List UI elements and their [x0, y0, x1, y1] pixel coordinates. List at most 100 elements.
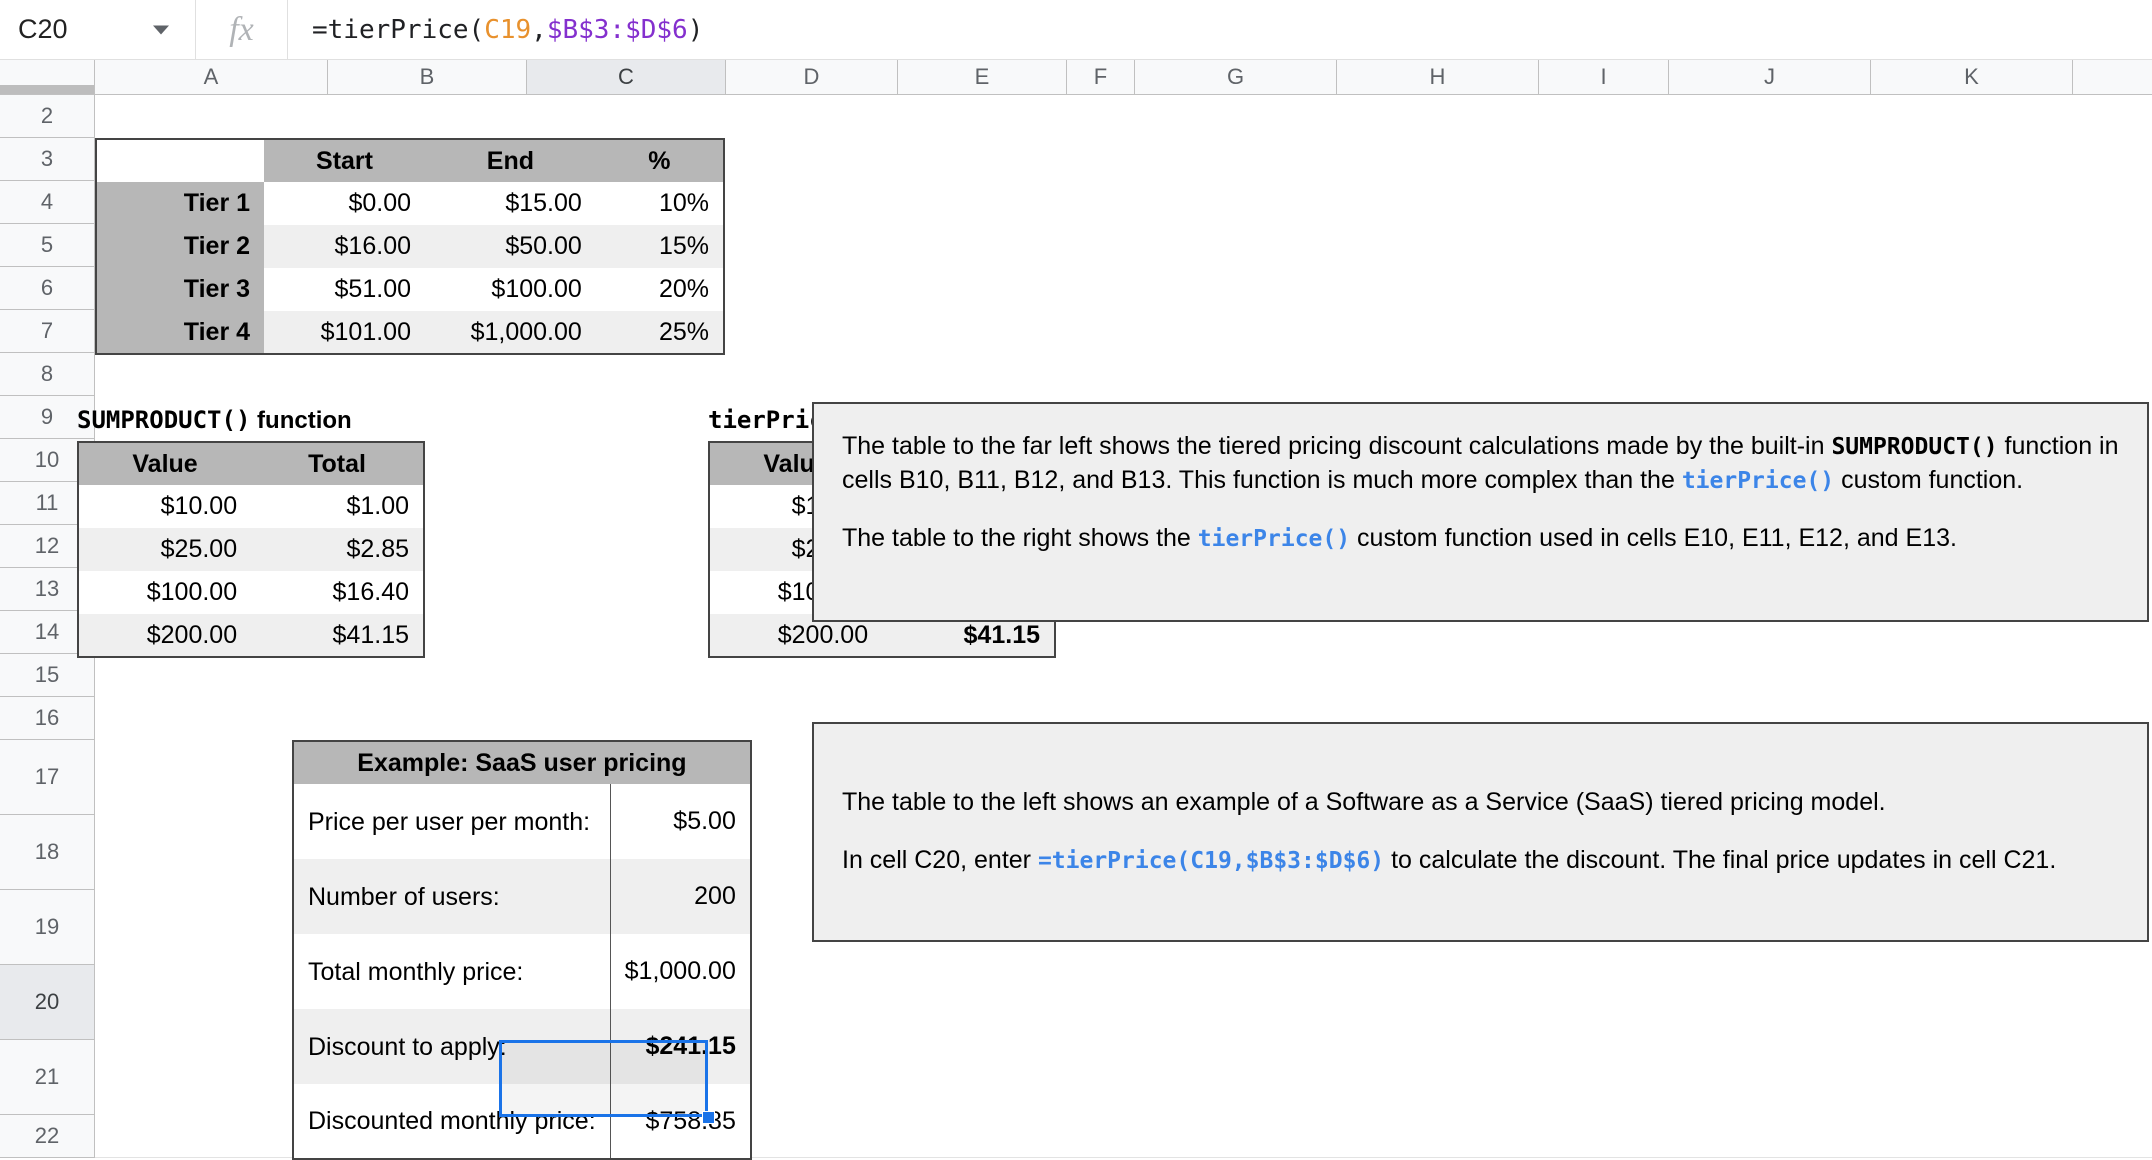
sumproduct-cell-value[interactable]: $100.00: [78, 571, 252, 614]
tier-cell-pct[interactable]: 15%: [595, 225, 724, 268]
saas-value[interactable]: 200: [610, 859, 751, 934]
row-header-6[interactable]: 6: [0, 267, 95, 310]
tier-cell-start[interactable]: $0.00: [264, 182, 425, 225]
row-header-21[interactable]: 21: [0, 1040, 95, 1115]
sumproduct-cell-total[interactable]: $1.00: [251, 485, 424, 528]
column-header-l[interactable]: L: [2073, 60, 2152, 95]
sumproduct-cell-total[interactable]: $2.85: [251, 528, 424, 571]
row-header-18[interactable]: 18: [0, 815, 95, 890]
saas-label[interactable]: Discount to apply:: [293, 1009, 611, 1084]
table-row: Value Total: [78, 442, 424, 485]
table-row: $10.00 $1.00: [78, 485, 424, 528]
table-row: Start End %: [96, 139, 724, 182]
sumproduct-header-total[interactable]: Total: [251, 442, 424, 485]
tier-cell-start[interactable]: $101.00: [264, 311, 425, 354]
sumproduct-cell-total[interactable]: $16.40: [251, 571, 424, 614]
select-all-corner[interactable]: [0, 60, 95, 95]
tier-row-label[interactable]: Tier 3: [96, 268, 265, 311]
tier-cell-end[interactable]: $100.00: [425, 268, 596, 311]
table-row: Discounted monthly price: $758.85: [293, 1084, 751, 1159]
sumproduct-cell-value[interactable]: $10.00: [78, 485, 252, 528]
sumproduct-caption: SUMPRODUCT() function: [77, 406, 352, 435]
saas-label[interactable]: Number of users:: [293, 859, 611, 934]
sumproduct-cell-value[interactable]: $200.00: [78, 614, 252, 657]
tier-corner-cell[interactable]: [96, 139, 265, 182]
note-bottom-paragraph-2: In cell C20, enter =tierPrice(C19,$B$3:$…: [842, 844, 2119, 878]
row-header-2[interactable]: 2: [0, 95, 95, 138]
column-header-j[interactable]: J: [1669, 60, 1871, 95]
tier-cell-end[interactable]: $1,000.00: [425, 311, 596, 354]
table-row: $100.00 $16.40: [78, 571, 424, 614]
tier-cell-start[interactable]: $51.00: [264, 268, 425, 311]
row-header-8[interactable]: 8: [0, 353, 95, 396]
fill-handle[interactable]: [702, 1111, 715, 1124]
sumproduct-cell-value[interactable]: $25.00: [78, 528, 252, 571]
row-header-4[interactable]: 4: [0, 181, 95, 224]
formula-token: $B$3:$D$6: [546, 14, 688, 45]
tier-header-pct[interactable]: %: [595, 139, 724, 182]
note-top-p1-b: function in cells B10, B11, B12, and B13…: [842, 432, 2119, 494]
column-header-a[interactable]: A: [95, 60, 328, 95]
column-header-g[interactable]: G: [1135, 60, 1337, 95]
note-top-p2-code: tierPrice(): [1197, 525, 1351, 552]
formula-token: C19: [484, 14, 532, 45]
formula-input[interactable]: =tierPrice(C19, $B$3:$D$6): [288, 0, 2152, 60]
column-header-f[interactable]: F: [1067, 60, 1135, 95]
column-header-d[interactable]: D: [726, 60, 898, 95]
row-header-20[interactable]: 20: [0, 965, 95, 1040]
row-header-17[interactable]: 17: [0, 740, 95, 815]
table-row: Tier 2 $16.00 $50.00 15%: [96, 225, 724, 268]
sumproduct-cell-total[interactable]: $41.15: [251, 614, 424, 657]
column-header-k[interactable]: K: [1871, 60, 2073, 95]
note-bottom-p2-code: =tierPrice(C19,$B$3:$D$6): [1037, 848, 1385, 874]
saas-value[interactable]: $5.00: [610, 784, 751, 859]
sumproduct-header-value[interactable]: Value: [78, 442, 252, 485]
note-box-bottom: The table to the left shows an example o…: [812, 722, 2149, 942]
tier-cell-pct[interactable]: 10%: [595, 182, 724, 225]
saas-value[interactable]: $758.85: [610, 1084, 751, 1159]
function-button[interactable]: fx: [196, 0, 288, 60]
tier-cell-pct[interactable]: 25%: [595, 311, 724, 354]
tier-row-label[interactable]: Tier 4: [96, 311, 265, 354]
row-header-3[interactable]: 3: [0, 138, 95, 181]
tier-cell-end[interactable]: $15.00: [425, 182, 596, 225]
tier-row-label[interactable]: Tier 2: [96, 225, 265, 268]
name-box[interactable]: C20: [0, 0, 196, 60]
saas-label[interactable]: Total monthly price:: [293, 934, 611, 1009]
column-header-h[interactable]: H: [1337, 60, 1539, 95]
tier-cell-start[interactable]: $16.00: [264, 225, 425, 268]
note-bottom-p2-b: to calculate the discount. The final pri…: [1384, 846, 2057, 874]
saas-label[interactable]: Price per user per month:: [293, 784, 611, 859]
spreadsheet-grid: ABCDEFGHIJKL 234567891011121314151617181…: [0, 60, 2152, 1160]
column-header-b[interactable]: B: [328, 60, 527, 95]
row-header-22[interactable]: 22: [0, 1115, 95, 1158]
tier-header-end[interactable]: End: [425, 139, 596, 182]
row-header-15[interactable]: 15: [0, 654, 95, 697]
tier-cell-end[interactable]: $50.00: [425, 225, 596, 268]
tier-row-label[interactable]: Tier 1: [96, 182, 265, 225]
tier-pricing-table: Start End % Tier 1 $0.00 $15.00 10% Tier…: [95, 138, 725, 355]
saas-label[interactable]: Discounted monthly price:: [293, 1084, 611, 1159]
column-header-c[interactable]: C: [527, 60, 726, 95]
formula-token: ,: [531, 14, 547, 45]
chevron-down-icon[interactable]: [153, 25, 169, 34]
row-header-16[interactable]: 16: [0, 697, 95, 740]
column-header-i[interactable]: I: [1539, 60, 1669, 95]
grid-rule: [95, 696, 2152, 697]
formula-token: =tierPrice(: [312, 14, 485, 45]
row-header-19[interactable]: 19: [0, 890, 95, 965]
saas-value[interactable]: $1,000.00: [610, 934, 751, 1009]
column-header-e[interactable]: E: [898, 60, 1067, 95]
note-top-p1-code: SUMPRODUCT(): [1831, 434, 1998, 460]
row-header-5[interactable]: 5: [0, 224, 95, 267]
tier-header-start[interactable]: Start: [264, 139, 425, 182]
row-header-9[interactable]: 9: [0, 396, 95, 439]
row-header-7[interactable]: 7: [0, 310, 95, 353]
saas-example-table: Example: SaaS user pricing Price per use…: [292, 740, 752, 1160]
table-row: Example: SaaS user pricing: [293, 741, 751, 784]
saas-table-title[interactable]: Example: SaaS user pricing: [293, 741, 751, 784]
note-top-p2-a: The table to the right shows the: [842, 523, 1198, 552]
saas-value-selected[interactable]: $241.15: [610, 1009, 751, 1084]
tier-cell-pct[interactable]: 20%: [595, 268, 724, 311]
formula-token: ): [687, 14, 704, 45]
